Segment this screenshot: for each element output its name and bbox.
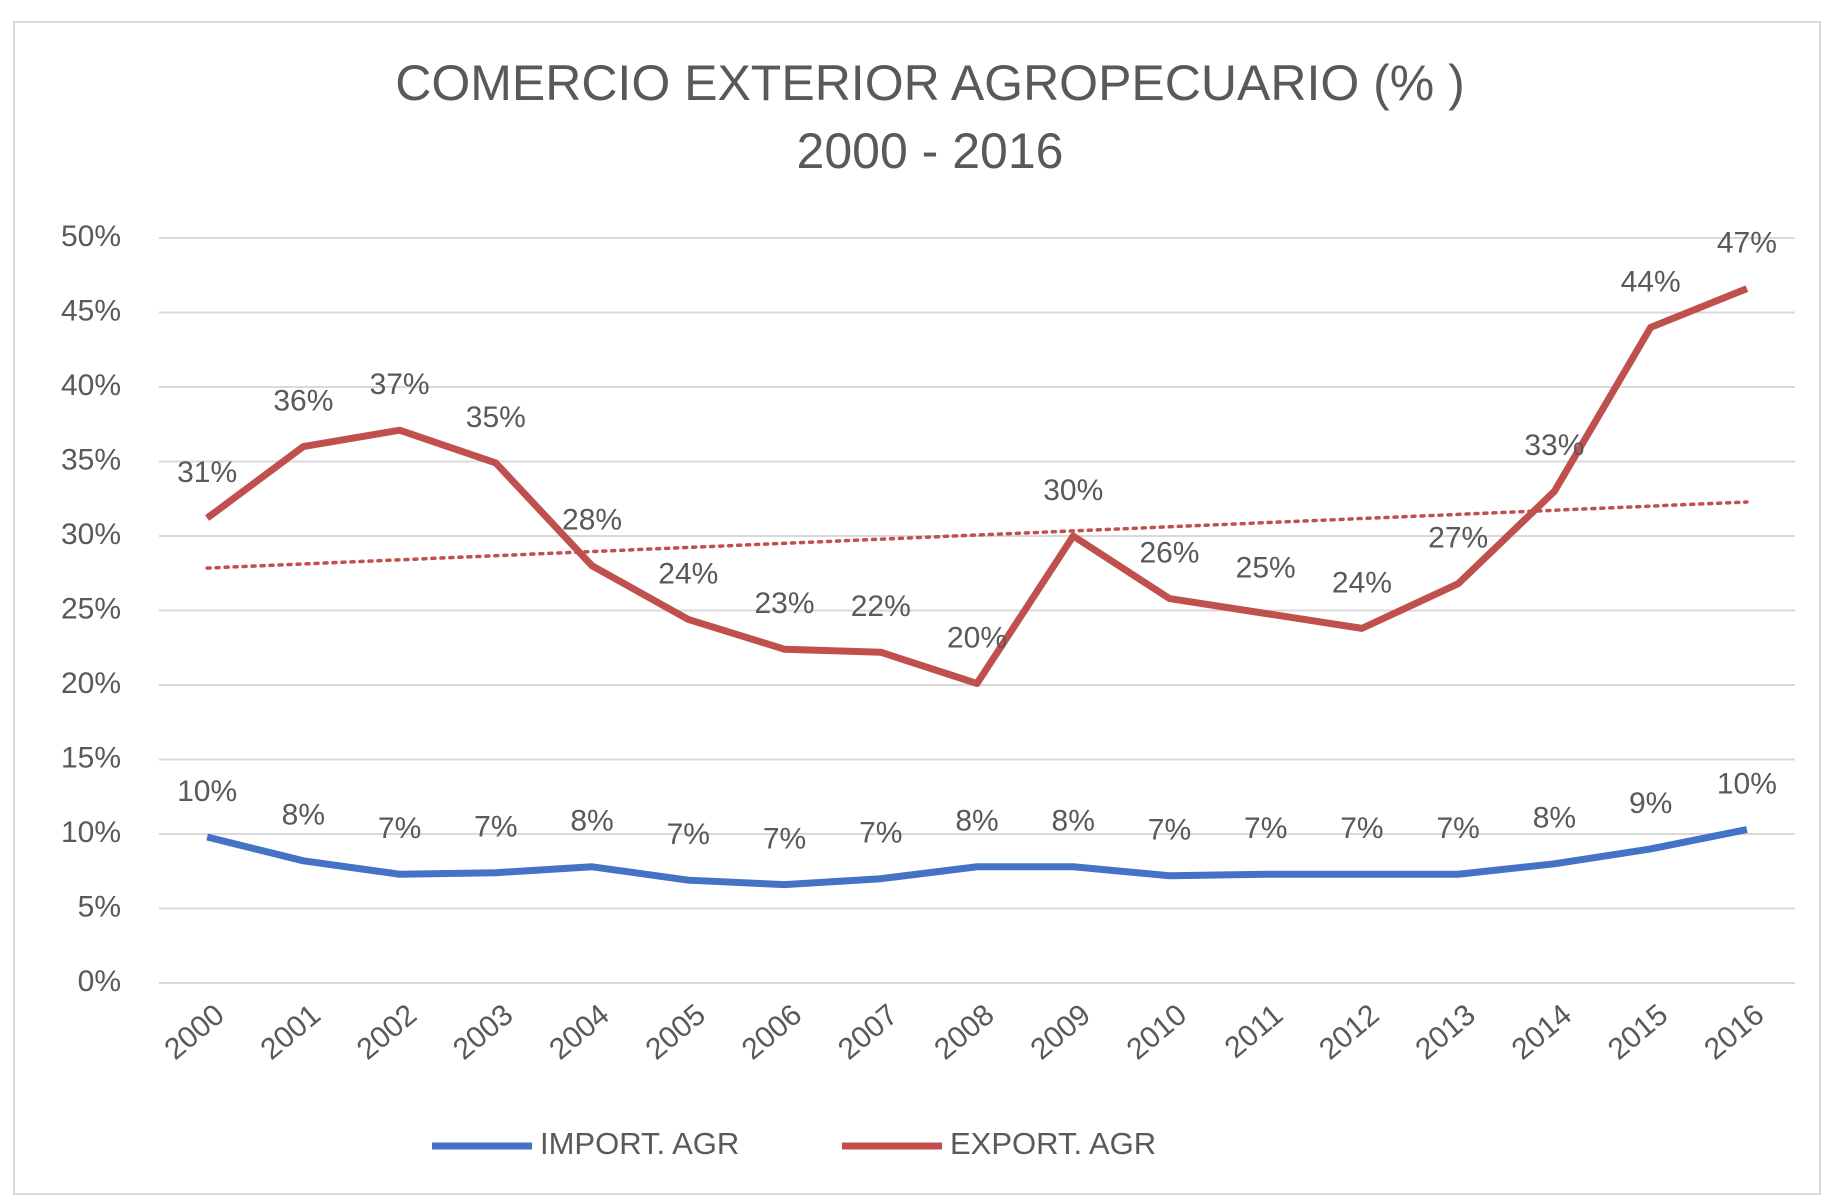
data-label: 36% <box>273 385 333 418</box>
data-label: 26% <box>1139 537 1199 570</box>
y-tick-label: 35% <box>61 443 121 476</box>
data-label: 8% <box>570 805 613 838</box>
data-label: 22% <box>851 590 911 623</box>
series-line <box>205 285 1749 688</box>
data-label: 9% <box>1629 787 1672 820</box>
data-label: 25% <box>1236 551 1296 584</box>
data-label: 8% <box>1533 802 1576 835</box>
data-label: 37% <box>370 368 430 401</box>
y-tick-label: 30% <box>61 518 121 551</box>
data-label: 20% <box>947 621 1007 654</box>
data-label: 7% <box>1148 814 1191 847</box>
y-tick-label: 40% <box>61 369 121 402</box>
chart-title: COMERCIO EXTERIOR AGROPECUARIO (% ) <box>395 55 1465 111</box>
y-tick-label: 45% <box>61 294 121 327</box>
data-label: 10% <box>1717 767 1777 800</box>
y-tick-label: 25% <box>61 592 121 625</box>
data-label: 47% <box>1717 227 1777 260</box>
y-tick-label: 5% <box>78 890 121 923</box>
data-label: 8% <box>1052 805 1095 838</box>
data-label: 7% <box>474 811 517 844</box>
data-label: 31% <box>177 456 237 489</box>
data-label: 7% <box>859 817 902 850</box>
data-label: 35% <box>466 401 526 434</box>
data-label: 7% <box>1340 812 1383 845</box>
chart-border <box>13 21 1821 1195</box>
data-label: 7% <box>763 823 806 856</box>
y-tick-label: 10% <box>61 816 121 849</box>
legend-label: EXPORT. AGR <box>950 1126 1156 1161</box>
data-label: 27% <box>1428 522 1488 555</box>
legend-label: IMPORT. AGR <box>540 1126 739 1161</box>
data-label: 23% <box>755 587 815 620</box>
data-label: 24% <box>658 557 718 590</box>
data-label: 7% <box>1244 812 1287 845</box>
data-label: 28% <box>562 504 622 537</box>
y-tick-label: 20% <box>61 667 121 700</box>
y-tick-label: 15% <box>61 741 121 774</box>
data-label: 10% <box>177 775 237 808</box>
data-label: 44% <box>1621 265 1681 298</box>
data-label: 7% <box>1436 812 1479 845</box>
data-label: 8% <box>955 805 998 838</box>
series-line <box>206 826 1748 889</box>
data-label: 7% <box>667 818 710 851</box>
data-label: 24% <box>1332 566 1392 599</box>
data-label: 8% <box>282 799 325 832</box>
data-label: 33% <box>1524 429 1584 462</box>
data-label: 30% <box>1043 474 1103 507</box>
chart-subtitle: 2000 - 2016 <box>797 123 1064 179</box>
y-tick-label: 0% <box>78 965 121 998</box>
data-label: 7% <box>378 812 421 845</box>
y-tick-label: 50% <box>61 220 121 253</box>
